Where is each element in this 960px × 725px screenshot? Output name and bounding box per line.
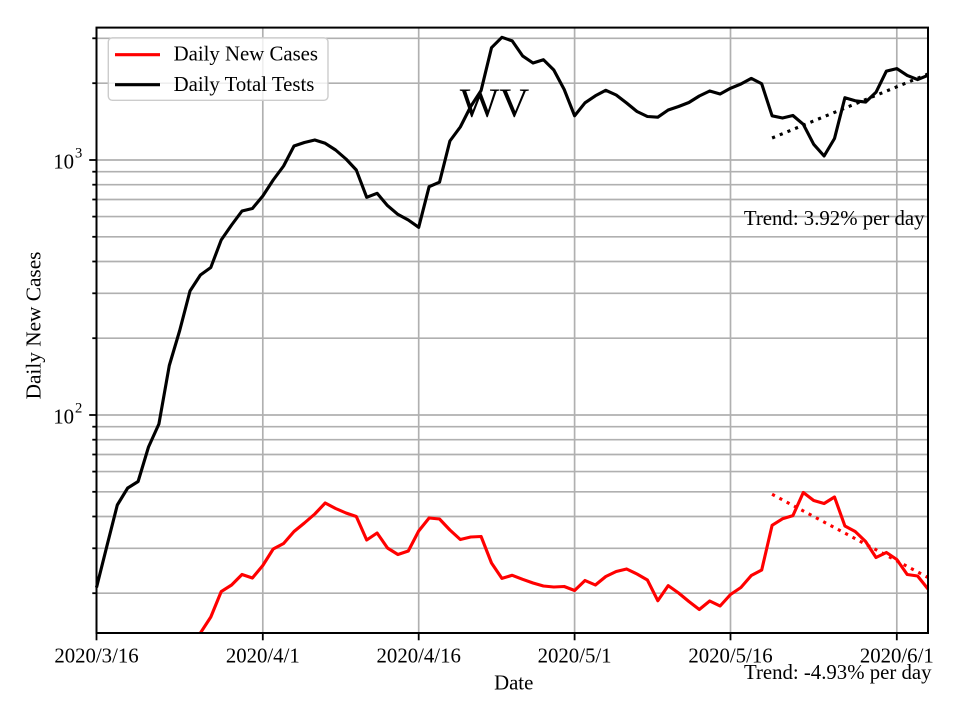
svg-text:Daily New Cases: Daily New Cases (174, 42, 318, 65)
svg-text:WV: WV (460, 81, 529, 127)
svg-text:2020/3/16: 2020/3/16 (54, 645, 138, 668)
svg-text:Daily New Cases: Daily New Cases (21, 252, 45, 400)
svg-text:10: 10 (53, 151, 74, 174)
svg-text:Daily Total Tests: Daily Total Tests (174, 73, 315, 96)
svg-text:2020/6/1: 2020/6/1 (860, 645, 934, 668)
svg-text:2020/4/16: 2020/4/16 (377, 645, 461, 668)
svg-text:10: 10 (53, 406, 74, 429)
svg-text:2: 2 (75, 400, 82, 416)
svg-text:3: 3 (75, 145, 82, 161)
svg-text:2020/5/1: 2020/5/1 (538, 645, 612, 668)
svg-text:Trend: 3.92% per day: Trend: 3.92% per day (744, 207, 925, 230)
svg-text:Date: Date (494, 672, 533, 695)
svg-text:Trend: -4.93% per day: Trend: -4.93% per day (744, 661, 932, 684)
svg-text:2020/4/1: 2020/4/1 (226, 645, 300, 668)
svg-text:2020/5/16: 2020/5/16 (688, 645, 772, 668)
